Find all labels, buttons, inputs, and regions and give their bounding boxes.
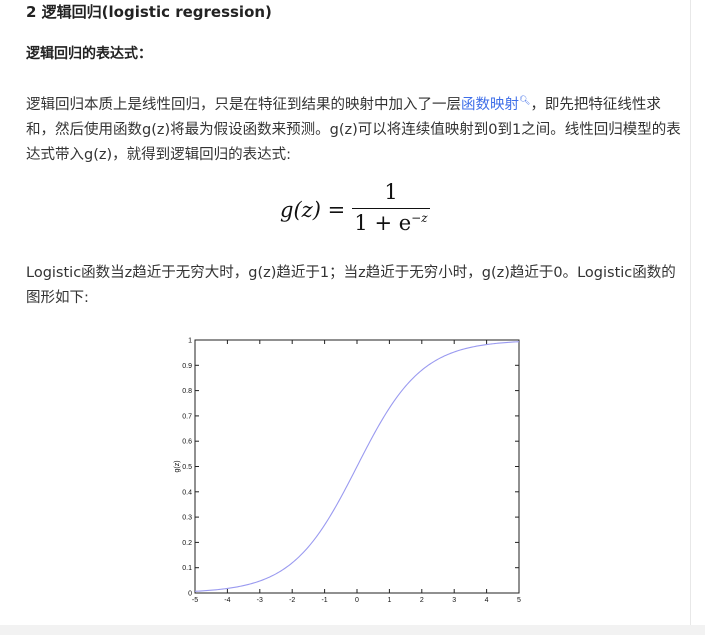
search-icon: 🔍︎ (519, 96, 531, 106)
x-tick-label: -5 (192, 597, 198, 604)
x-tick-label: 2 (420, 597, 424, 604)
y-tick-label: 0.7 (182, 413, 192, 420)
x-tick-label: -4 (224, 597, 230, 604)
y-tick-label: 0.4 (182, 489, 192, 496)
x-tick-label: -3 (257, 597, 263, 604)
paragraph-logistic: Logistic函数当z趋近于无穷大时，g(z)趋近于1；当z趋近于无穷小时，g… (26, 265, 676, 306)
paragraph-intro: 逻辑回归本质上是线性回归，只是在特征到结果的映射中加入了一层函数映射🔍︎，即先把… (26, 96, 681, 163)
x-tick-label: 3 (452, 597, 456, 604)
y-tick-label: 0.2 (182, 540, 192, 547)
subheading: 逻辑回归的表达式： (26, 46, 152, 62)
y-axis-label: g(z) (174, 460, 181, 472)
fraction-bar (352, 208, 430, 209)
x-tick-label: -2 (289, 597, 295, 604)
x-tick-label: 0 (355, 597, 359, 604)
x-tick-label: 4 (485, 597, 489, 604)
section-heading: 2 逻辑回归(logistic regression) (26, 3, 272, 21)
sigmoid-curve (194, 341, 520, 592)
fraction: 1 1 + e−z (352, 180, 430, 235)
x-tick-label: -1 (321, 597, 327, 604)
y-tick-label: 0.3 (182, 515, 192, 522)
function-mapping-link[interactable]: 函数映射🔍︎ (461, 96, 531, 113)
y-tick-label: 1 (188, 338, 192, 345)
y-tick-label: 0.8 (182, 388, 192, 395)
x-tick-label: 5 (517, 597, 521, 604)
page-bottom-bar (0, 625, 705, 635)
x-tick-label: 1 (387, 597, 391, 604)
y-tick-label: 0.5 (182, 464, 192, 471)
y-tick-label: 0.1 (182, 565, 192, 572)
logistic-chart: -5 -4 -3 -2 -1 0 1 2 3 4 5 0 0.1 0.2 0.3 0.4 0.5 0.6 0.7 0.… (174, 338, 521, 605)
y-tick-label: 0.6 (182, 439, 192, 446)
y-tick-label: 0 (188, 591, 192, 598)
y-tick-label: 0.9 (182, 363, 192, 370)
article-page: 2 逻辑回归(logistic regression) 逻辑回归的表达式： 逻辑… (26, 0, 691, 625)
